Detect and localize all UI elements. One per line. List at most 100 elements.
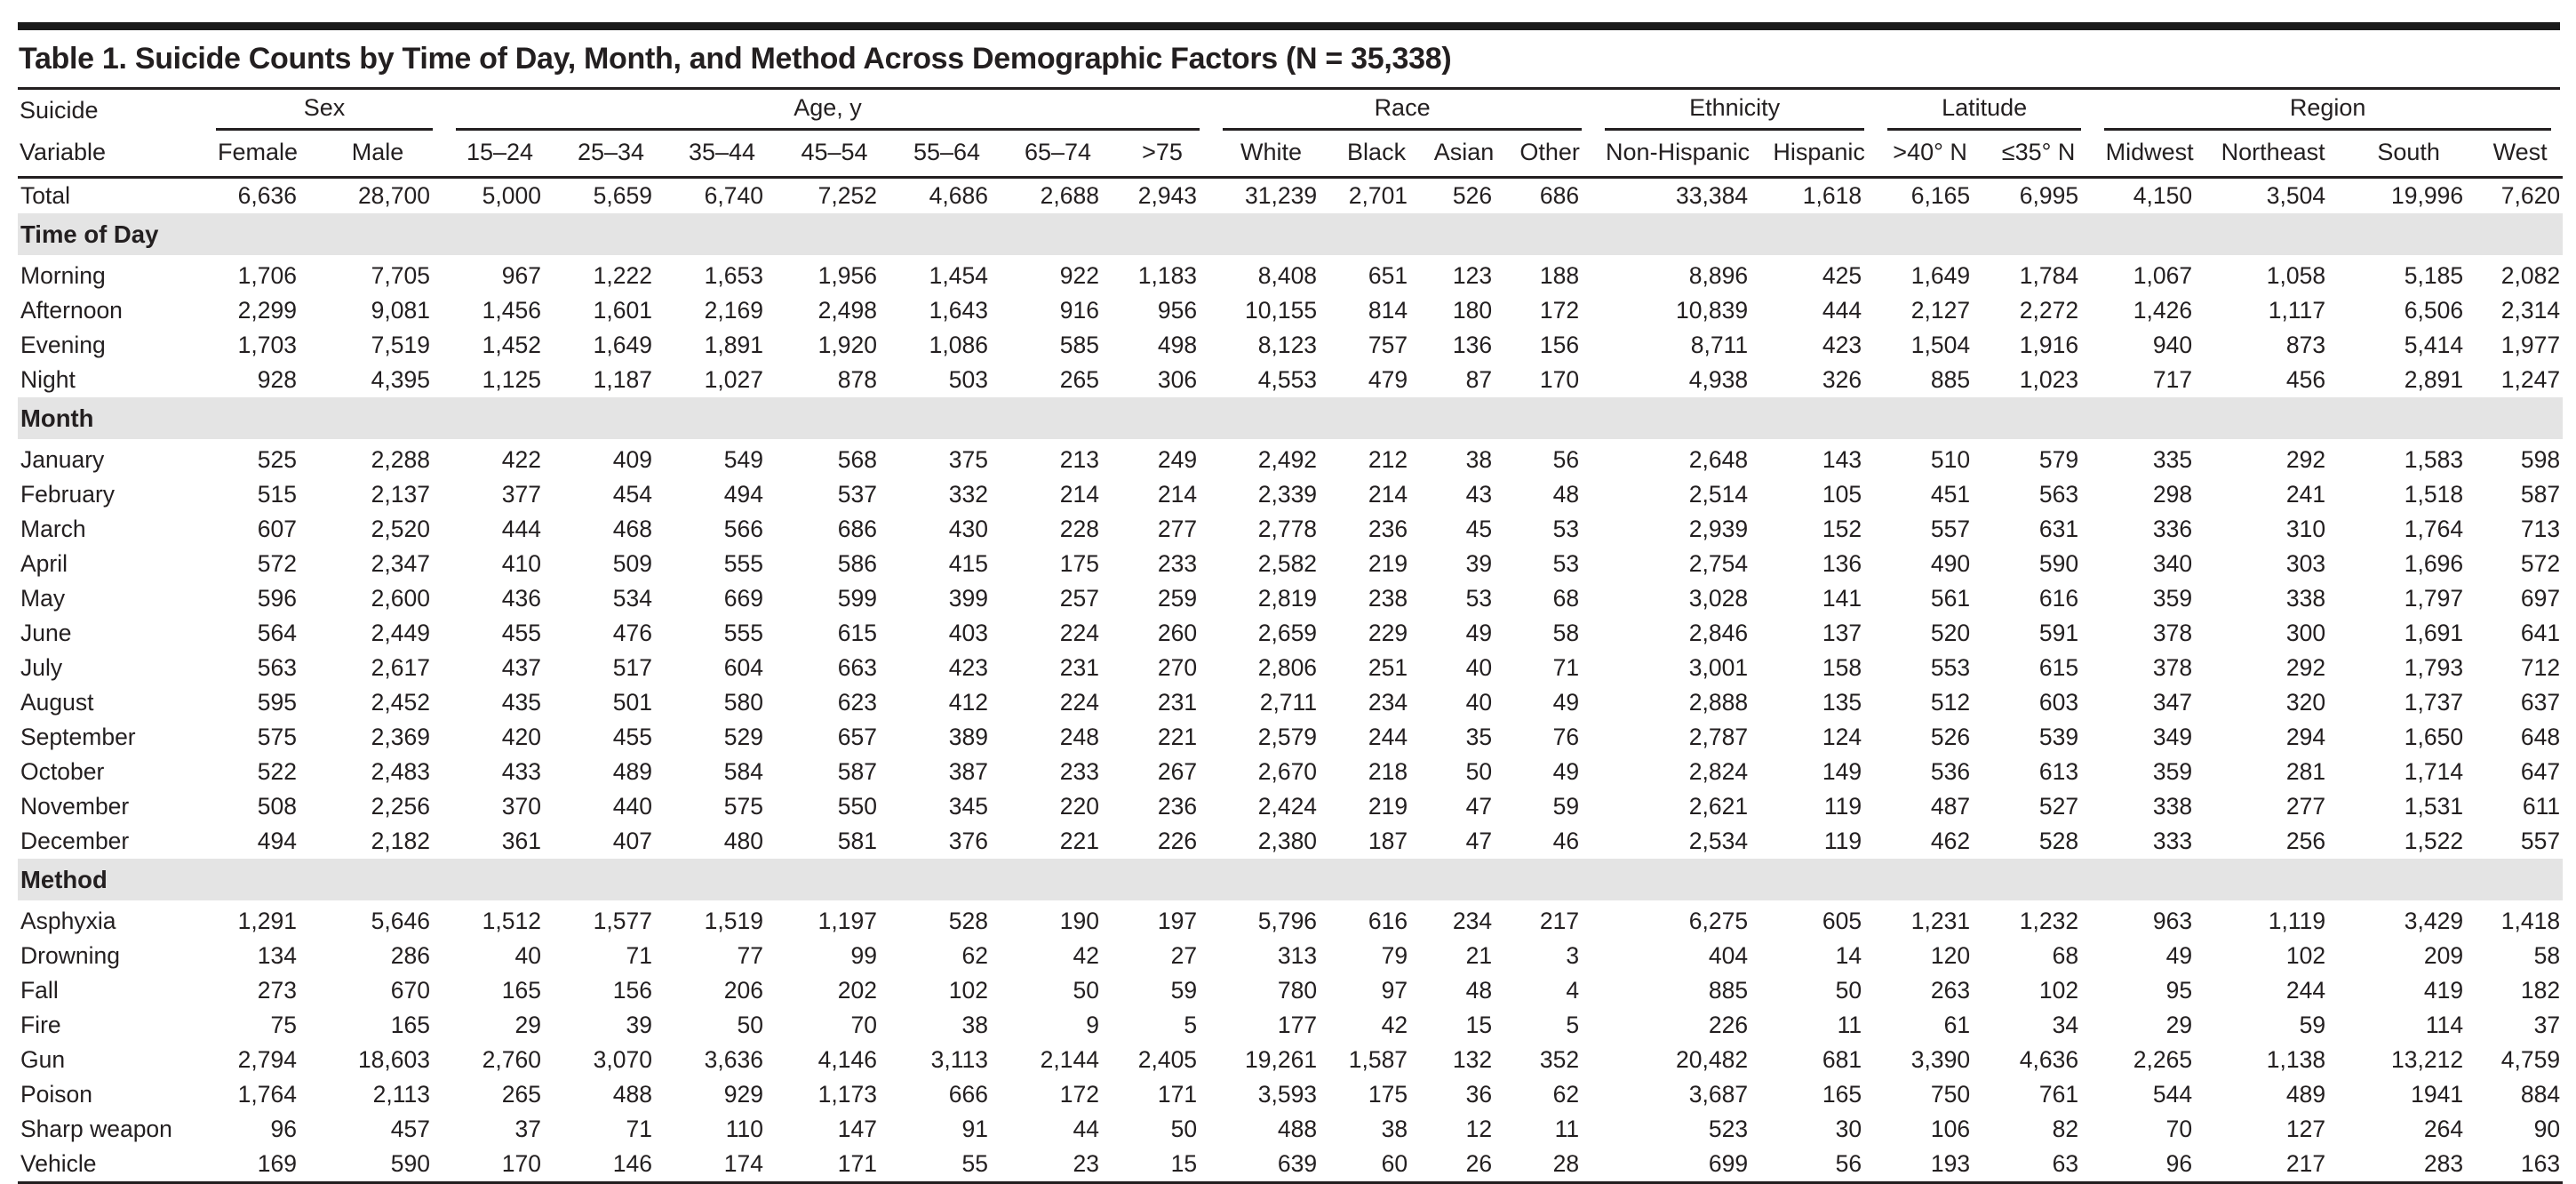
table-cell: 375 <box>948 446 988 473</box>
table-cell: 95 <box>2165 977 2193 1004</box>
row-label: Drowning <box>20 942 120 969</box>
table-cell: 553 <box>1930 654 1971 681</box>
table-cell: 501 <box>612 689 652 716</box>
table-cell: 528 <box>948 908 988 934</box>
table-row-total: Total 6,636 28,700 5,000 5,659 6,740 7,252 4,68… <box>18 178 2563 214</box>
table-row-february: February 515 2,137 377 454 494 537 332 214 214 2,3… <box>18 477 2563 512</box>
table-cell: 2,711 <box>1259 689 1318 716</box>
table-cell: 587 <box>2520 481 2561 508</box>
table-cell: 11 <box>1837 1012 1862 1038</box>
table-cell: 581 <box>837 828 877 854</box>
table-cell: 277 <box>2285 793 2326 820</box>
table-cell: 761 <box>2038 1081 2079 1108</box>
table-cell: 18,603 <box>357 1046 430 1073</box>
table-cell: 50 <box>1835 977 1862 1004</box>
column-header-midwest: Midwest <box>2093 131 2207 179</box>
table-cell: 598 <box>2520 446 2561 473</box>
row-label: Afternoon <box>20 297 123 324</box>
table-cell: 2,670 <box>1257 758 1318 785</box>
column-header-75: >75 <box>1113 131 1212 179</box>
table-cell: 265 <box>501 1081 541 1108</box>
table-cell: 349 <box>2152 724 2193 750</box>
table-cell: 566 <box>723 516 763 542</box>
table-row-may: May 596 2,600 436 534 669 599 399 257 259 2,819 238… <box>18 581 2563 616</box>
table-cell: 616 <box>1368 908 1408 934</box>
table-cell: 77 <box>737 942 763 969</box>
table-cell: 488 <box>612 1081 652 1108</box>
table-cell: 3,028 <box>1688 585 1749 612</box>
table-cell: 1,797 <box>2404 585 2464 612</box>
table-cell: 175 <box>1368 1081 1408 1108</box>
table-cell: 412 <box>948 689 988 716</box>
table-cell: 23 <box>1073 1150 1099 1177</box>
table-cell: 651 <box>1368 262 1408 289</box>
table-cell: 584 <box>723 758 763 785</box>
table-cell: 1,187 <box>593 366 652 393</box>
table-cell: 40 <box>1465 654 1493 681</box>
table-cell: 615 <box>837 620 877 646</box>
table-cell: 137 <box>1822 620 1862 646</box>
column-header-35-n: ≤35° N <box>1984 131 2093 179</box>
table-cell: 213 <box>1059 446 1099 473</box>
section-row-month: Month <box>18 397 2564 439</box>
section-label: Month <box>18 397 2564 439</box>
table-cell: 55 <box>961 1150 988 1177</box>
table-cell: 503 <box>948 366 988 393</box>
table-cell: 132 <box>1452 1046 1493 1073</box>
row-label: August <box>20 689 94 716</box>
table-cell: 563 <box>2038 481 2079 508</box>
table-cell: 4,636 <box>2019 1046 2079 1073</box>
table-cell: 347 <box>2152 689 2193 716</box>
table-cell: 294 <box>2285 724 2326 750</box>
table-cell: 509 <box>612 550 652 577</box>
table-cell: 2,405 <box>1137 1046 1198 1073</box>
table-cell: 335 <box>2152 446 2193 473</box>
table-cell: 963 <box>2152 908 2193 934</box>
table-cell: 639 <box>1277 1150 1318 1177</box>
table-cell: 409 <box>612 446 652 473</box>
table-cell: 526 <box>1930 724 1971 750</box>
table-cell: 3,687 <box>1688 1081 1749 1108</box>
table-title: Table 1. Suicide Counts by Time of Day, … <box>19 42 1452 76</box>
table-cell: 270 <box>1157 654 1198 681</box>
table-cell: 2,288 <box>371 446 430 473</box>
table-cell: 70 <box>850 1012 877 1038</box>
row-label: November <box>20 793 130 820</box>
table-cell: 62 <box>961 942 988 969</box>
table-cell: 249 <box>1157 446 1198 473</box>
row-label: Evening <box>20 332 106 358</box>
table-cell: 4,686 <box>929 182 988 209</box>
table-cell: 407 <box>612 828 652 854</box>
table-row-september: September 575 2,369 420 455 529 657 389 248 221 2,… <box>18 720 2563 755</box>
table-cell: 1,920 <box>817 332 877 358</box>
table-cell: 6,506 <box>2404 297 2464 324</box>
table-cell: 182 <box>2520 977 2561 1004</box>
table-cell: 63 <box>2052 1150 2079 1177</box>
table-cell: 136 <box>1452 332 1493 358</box>
table-cell: 1,512 <box>482 908 541 934</box>
table-cell: 206 <box>723 977 763 1004</box>
table-cell: 2,272 <box>2019 297 2079 324</box>
table-cell: 404 <box>1708 942 1749 969</box>
table-cell: 2,339 <box>1257 481 1318 508</box>
table-cell: 377 <box>501 481 541 508</box>
table-cell: 50 <box>1073 977 1099 1004</box>
table-cell: 2,824 <box>1688 758 1749 785</box>
table-cell: 555 <box>723 550 763 577</box>
table-cell: 1,583 <box>2404 446 2464 473</box>
column-group-label: Latitude <box>1887 94 2082 131</box>
table-cell: 143 <box>1822 446 1862 473</box>
table-cell: 37 <box>514 1116 541 1142</box>
table-cell: 526 <box>1452 182 1493 209</box>
table-cell: 141 <box>1822 585 1862 612</box>
table-cell: 175 <box>1059 550 1099 577</box>
table-cell: 49 <box>1552 758 1580 785</box>
table-cell: 313 <box>1277 942 1318 969</box>
table-cell: 1,696 <box>2404 550 2464 577</box>
column-group-age-y: Age, y <box>444 90 1211 131</box>
table-cell: 2,452 <box>371 689 430 716</box>
column-group-label: Ethnicity <box>1605 94 1865 131</box>
table-cell: 1,706 <box>237 262 297 289</box>
table-cell: 9,081 <box>371 297 430 324</box>
section-row-method: Method <box>18 859 2564 900</box>
